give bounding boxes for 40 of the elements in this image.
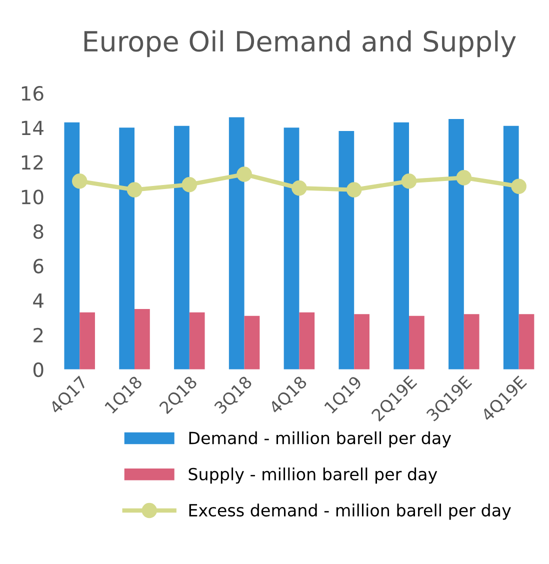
bar (228, 117, 244, 370)
y-tick-label: 0 (33, 362, 44, 378)
bar (80, 312, 95, 370)
bar (119, 128, 135, 370)
bar (244, 316, 260, 370)
point (72, 174, 88, 189)
y-tick-label: 8 (33, 224, 44, 239)
y-tick-label: 12 (22, 155, 43, 170)
bar (394, 122, 410, 370)
bar (189, 312, 205, 370)
bar (354, 314, 370, 370)
chart-title: Europe Oil Demand and Supply (84, 30, 516, 58)
bar (503, 126, 519, 370)
legend-label: Excess demand - million barell per day (189, 504, 511, 520)
bar (64, 122, 80, 370)
point (456, 170, 472, 186)
y-tick-label: 14 (22, 120, 44, 135)
legend-label: Demand - million barell per day (189, 431, 452, 448)
point (126, 182, 142, 198)
legend-label: Supply - million barell per day (188, 468, 438, 484)
bar (518, 314, 534, 370)
y-tick-label: 6 (34, 258, 44, 274)
y-tick-label: 16 (22, 86, 44, 101)
point (182, 176, 198, 192)
point (292, 180, 307, 196)
y-tick-label: 4 (33, 294, 44, 308)
point (511, 178, 526, 194)
bar (174, 126, 190, 370)
point (346, 182, 362, 198)
bar (338, 131, 354, 370)
bar (299, 312, 315, 370)
point (236, 166, 252, 182)
bar (464, 314, 480, 370)
bar (448, 118, 464, 370)
point (401, 174, 417, 189)
bar (284, 128, 300, 370)
bar (409, 316, 424, 370)
y-tick-label: 2 (34, 328, 43, 342)
bar (134, 308, 150, 370)
y-tick-label: 10 (22, 190, 44, 204)
